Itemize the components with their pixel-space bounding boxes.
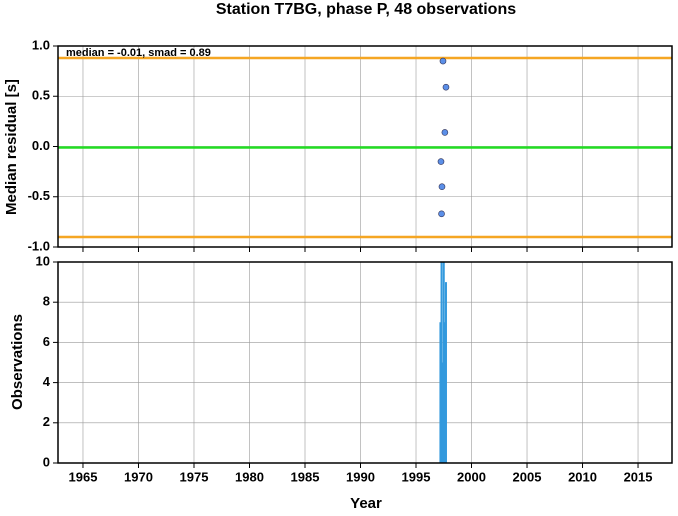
x-tick-label: 2005 [513,469,542,484]
y-tick-label: 10 [36,253,50,268]
x-tick-label: 1980 [235,469,264,484]
y-tick-label: -1.0 [28,238,50,253]
panel-frame [57,261,673,464]
point [437,158,445,165]
y-tick-label: 0 [43,454,50,469]
y-tick-label: 2 [43,414,50,429]
x-axis-label: Year [350,495,382,511]
y-tick-label: 1.0 [32,37,50,52]
annotation: median = -0.01, smad = 0.89 [66,47,211,59]
y-tick-label: 8 [43,294,50,309]
y-tick-label: -0.5 [28,188,50,203]
point [438,210,445,218]
x-tick-label: 2010 [568,469,597,484]
point [442,83,450,91]
x-tick-label: 1985 [291,469,320,484]
x-tick-label: 2000 [457,469,486,484]
point [438,183,446,190]
x-tick-label: 1975 [180,469,209,484]
chart-title: Station T7BG, phase P, 48 observations [216,1,516,18]
x-tick-label: 1995 [402,469,431,484]
x-tick-label: 2015 [624,469,653,484]
y-axis-label: Observations [9,314,26,410]
x-tick-label: 1970 [124,469,153,484]
y-axis-label: Median residual [s] [3,79,20,215]
y-tick-label: 4 [43,374,51,389]
x-tick-label: 1990 [346,469,375,484]
y-tick-label: 0.0 [32,138,50,153]
point [439,57,447,65]
y-tick-label: 6 [43,334,50,349]
y-tick-label: 0.5 [32,88,50,103]
x-tick-label: 1965 [69,469,98,484]
panel-frame [57,45,673,248]
point [441,129,449,136]
